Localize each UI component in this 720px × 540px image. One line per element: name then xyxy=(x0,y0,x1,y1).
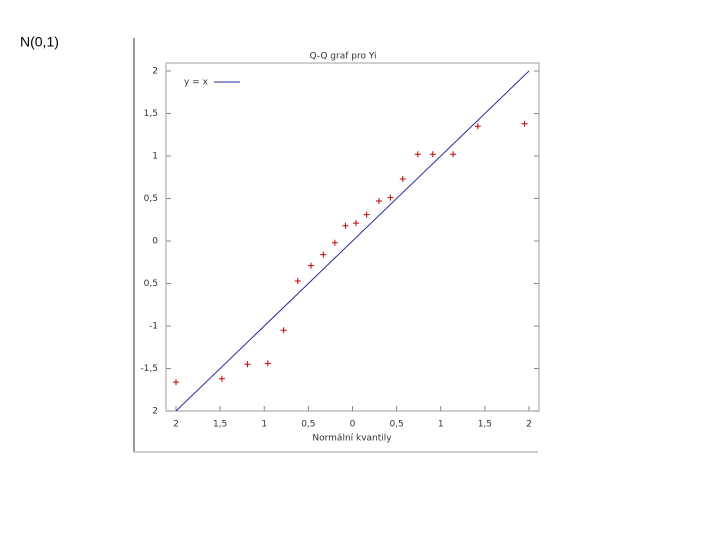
x-tick-label: 0,5 xyxy=(389,420,403,430)
x-tick-label: 1 xyxy=(261,420,267,430)
data-point xyxy=(173,379,179,386)
x-tick-label: 0,5 xyxy=(301,420,315,430)
data-point xyxy=(294,277,301,284)
y-tick-label: 0,5 xyxy=(144,279,158,289)
y-tick-label: 1 xyxy=(152,152,158,162)
data-point xyxy=(387,194,394,201)
data-point xyxy=(244,361,251,368)
y-tick-label: 0 xyxy=(152,237,158,247)
y-tick-label: -1,5 xyxy=(140,364,158,374)
y-tick-label: 1,5 xyxy=(144,109,158,119)
data-point xyxy=(429,151,436,158)
data-point xyxy=(521,120,528,127)
data-point xyxy=(308,262,315,269)
data-point xyxy=(342,222,349,229)
page-label: N(0,1) xyxy=(20,34,59,50)
reference-line xyxy=(175,70,530,412)
data-point xyxy=(363,211,370,218)
y-tick-label: 2 xyxy=(152,67,158,77)
x-tick-label: 1,5 xyxy=(213,420,227,430)
y-tick-label: 2 xyxy=(152,407,158,417)
data-point xyxy=(474,123,481,130)
x-tick-label: 2 xyxy=(173,420,179,430)
data-point xyxy=(399,175,406,182)
data-point xyxy=(375,198,382,205)
data-point xyxy=(320,251,327,258)
x-axis-label: Normální kvantily xyxy=(312,434,392,444)
data-point xyxy=(264,360,271,367)
y-tick-label: -1 xyxy=(149,322,158,332)
x-tick-label: 1,5 xyxy=(478,420,492,430)
legend-label: y = x xyxy=(184,78,209,88)
y-tick-label: 0,5 xyxy=(144,194,158,204)
data-point xyxy=(353,220,360,227)
data-point xyxy=(414,151,421,158)
data-point xyxy=(450,151,457,158)
x-tick-label: 0 xyxy=(350,420,356,430)
data-point xyxy=(280,327,287,334)
data-point xyxy=(218,375,225,382)
x-tick-label: 2 xyxy=(526,420,532,430)
x-tick-label: 1 xyxy=(438,420,444,430)
data-point xyxy=(331,239,338,246)
chart-title: Q-Q graf pro Yi xyxy=(309,52,376,62)
